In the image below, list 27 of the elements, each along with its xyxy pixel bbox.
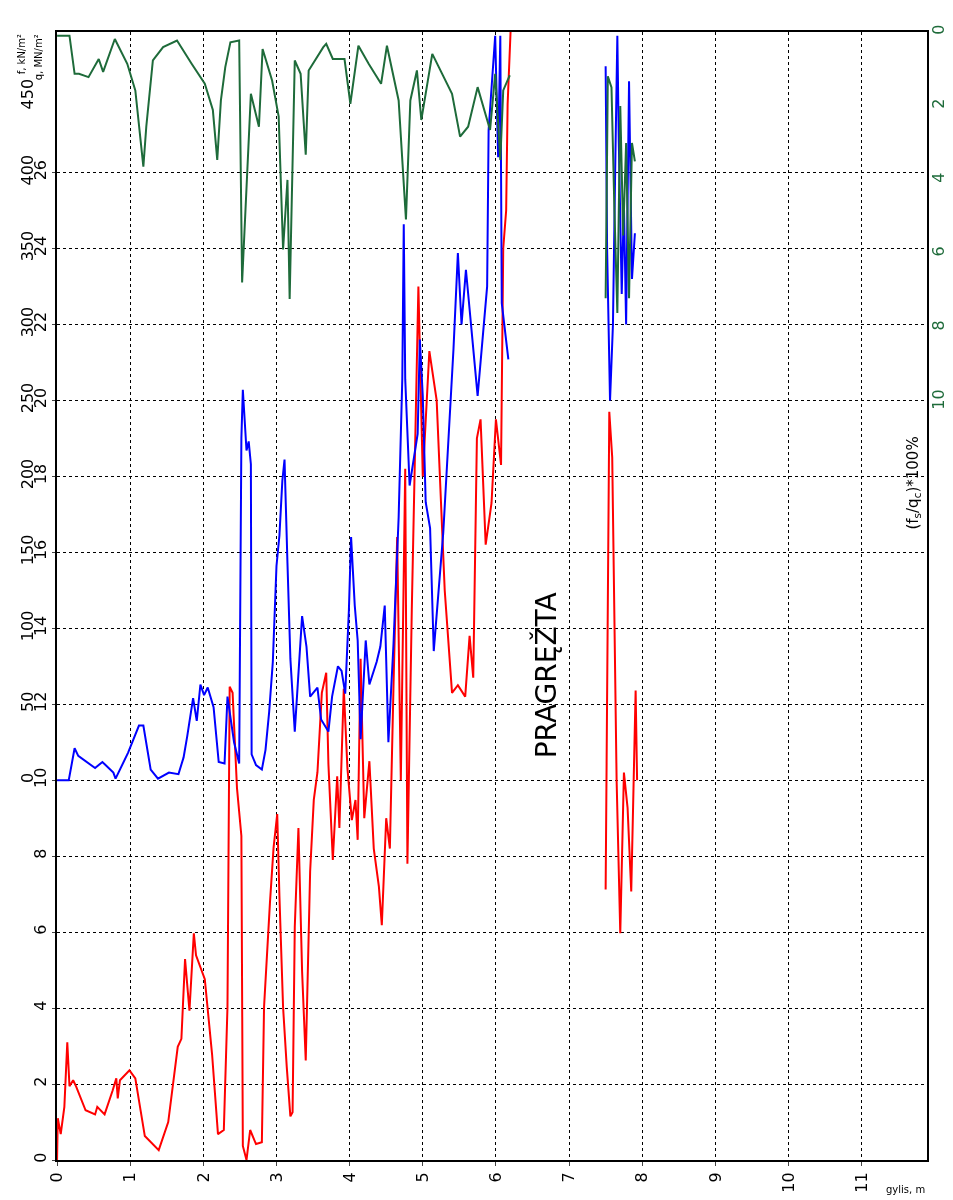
y3-tick-label: 10: [929, 389, 949, 410]
x-tick-label: 1: [120, 1172, 140, 1183]
y-tick-label: 4: [30, 1000, 50, 1011]
x-axis-title: gylis, m: [886, 1184, 926, 1195]
x-tick-label: 4: [339, 1172, 359, 1183]
y3-tick-label: 4: [929, 172, 949, 183]
x-tick-label: 10: [778, 1172, 798, 1193]
x-tick-label: 8: [632, 1172, 652, 1183]
x-tick-label: 6: [486, 1172, 506, 1183]
x-tick-label: 3: [266, 1172, 286, 1183]
x-tick-label: 0: [47, 1172, 67, 1183]
annotation: PRAGRĘŽTA: [529, 592, 564, 759]
y-tick-label: 8: [30, 848, 50, 859]
x-tick-label: 11: [851, 1172, 871, 1193]
y3-tick-label: 0: [929, 24, 949, 35]
y3-tick-label: 6: [929, 246, 949, 257]
x-tick-label: 5: [412, 1172, 432, 1183]
y-tick-label: 0: [30, 1152, 50, 1163]
x-tick-label: 7: [559, 1172, 579, 1183]
y-axis-title: q, MN/m²: [33, 34, 45, 81]
y2-axis-title: f, kN/m²: [16, 34, 28, 75]
x-tick-label: 9: [705, 1172, 725, 1183]
y3-tick-label: 8: [929, 320, 949, 331]
y3-tick-label: 2: [929, 98, 949, 109]
y-tick-label: 6: [30, 924, 50, 935]
y-tick-label: 2: [30, 1076, 50, 1087]
x-tick-label: 2: [193, 1172, 213, 1183]
